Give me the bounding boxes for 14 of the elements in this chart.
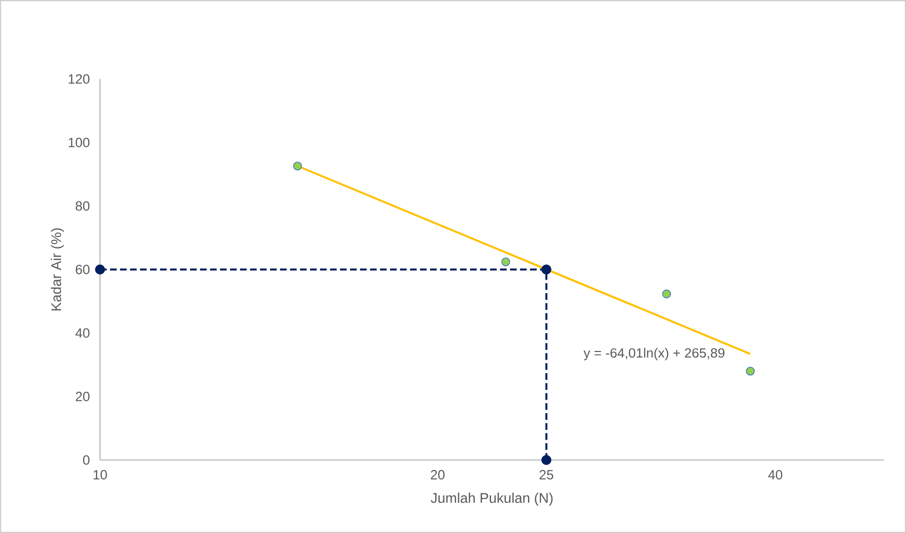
x-tick-label: 40: [768, 470, 782, 480]
annotation: y = -64,01ln(x) + 265,89: [584, 348, 724, 360]
y-tick-label: 60: [76, 264, 90, 274]
y-tick-label: 100: [68, 138, 90, 148]
x-tick-label: 10: [94, 470, 107, 480]
y-tick-label: 40: [75, 328, 90, 338]
x-tick-label: 25: [540, 470, 554, 480]
y-tick-label: 20: [76, 392, 90, 402]
y-axis-title: Kadar Air (%): [50, 228, 64, 310]
y-tick-label: 120: [68, 74, 90, 84]
x-tick-label: 20: [430, 470, 445, 480]
y-tick-label: 80: [76, 201, 90, 211]
y-tick-label: 0: [83, 455, 90, 465]
x-axis-title: Jumlah Pukulan (N): [430, 492, 553, 506]
